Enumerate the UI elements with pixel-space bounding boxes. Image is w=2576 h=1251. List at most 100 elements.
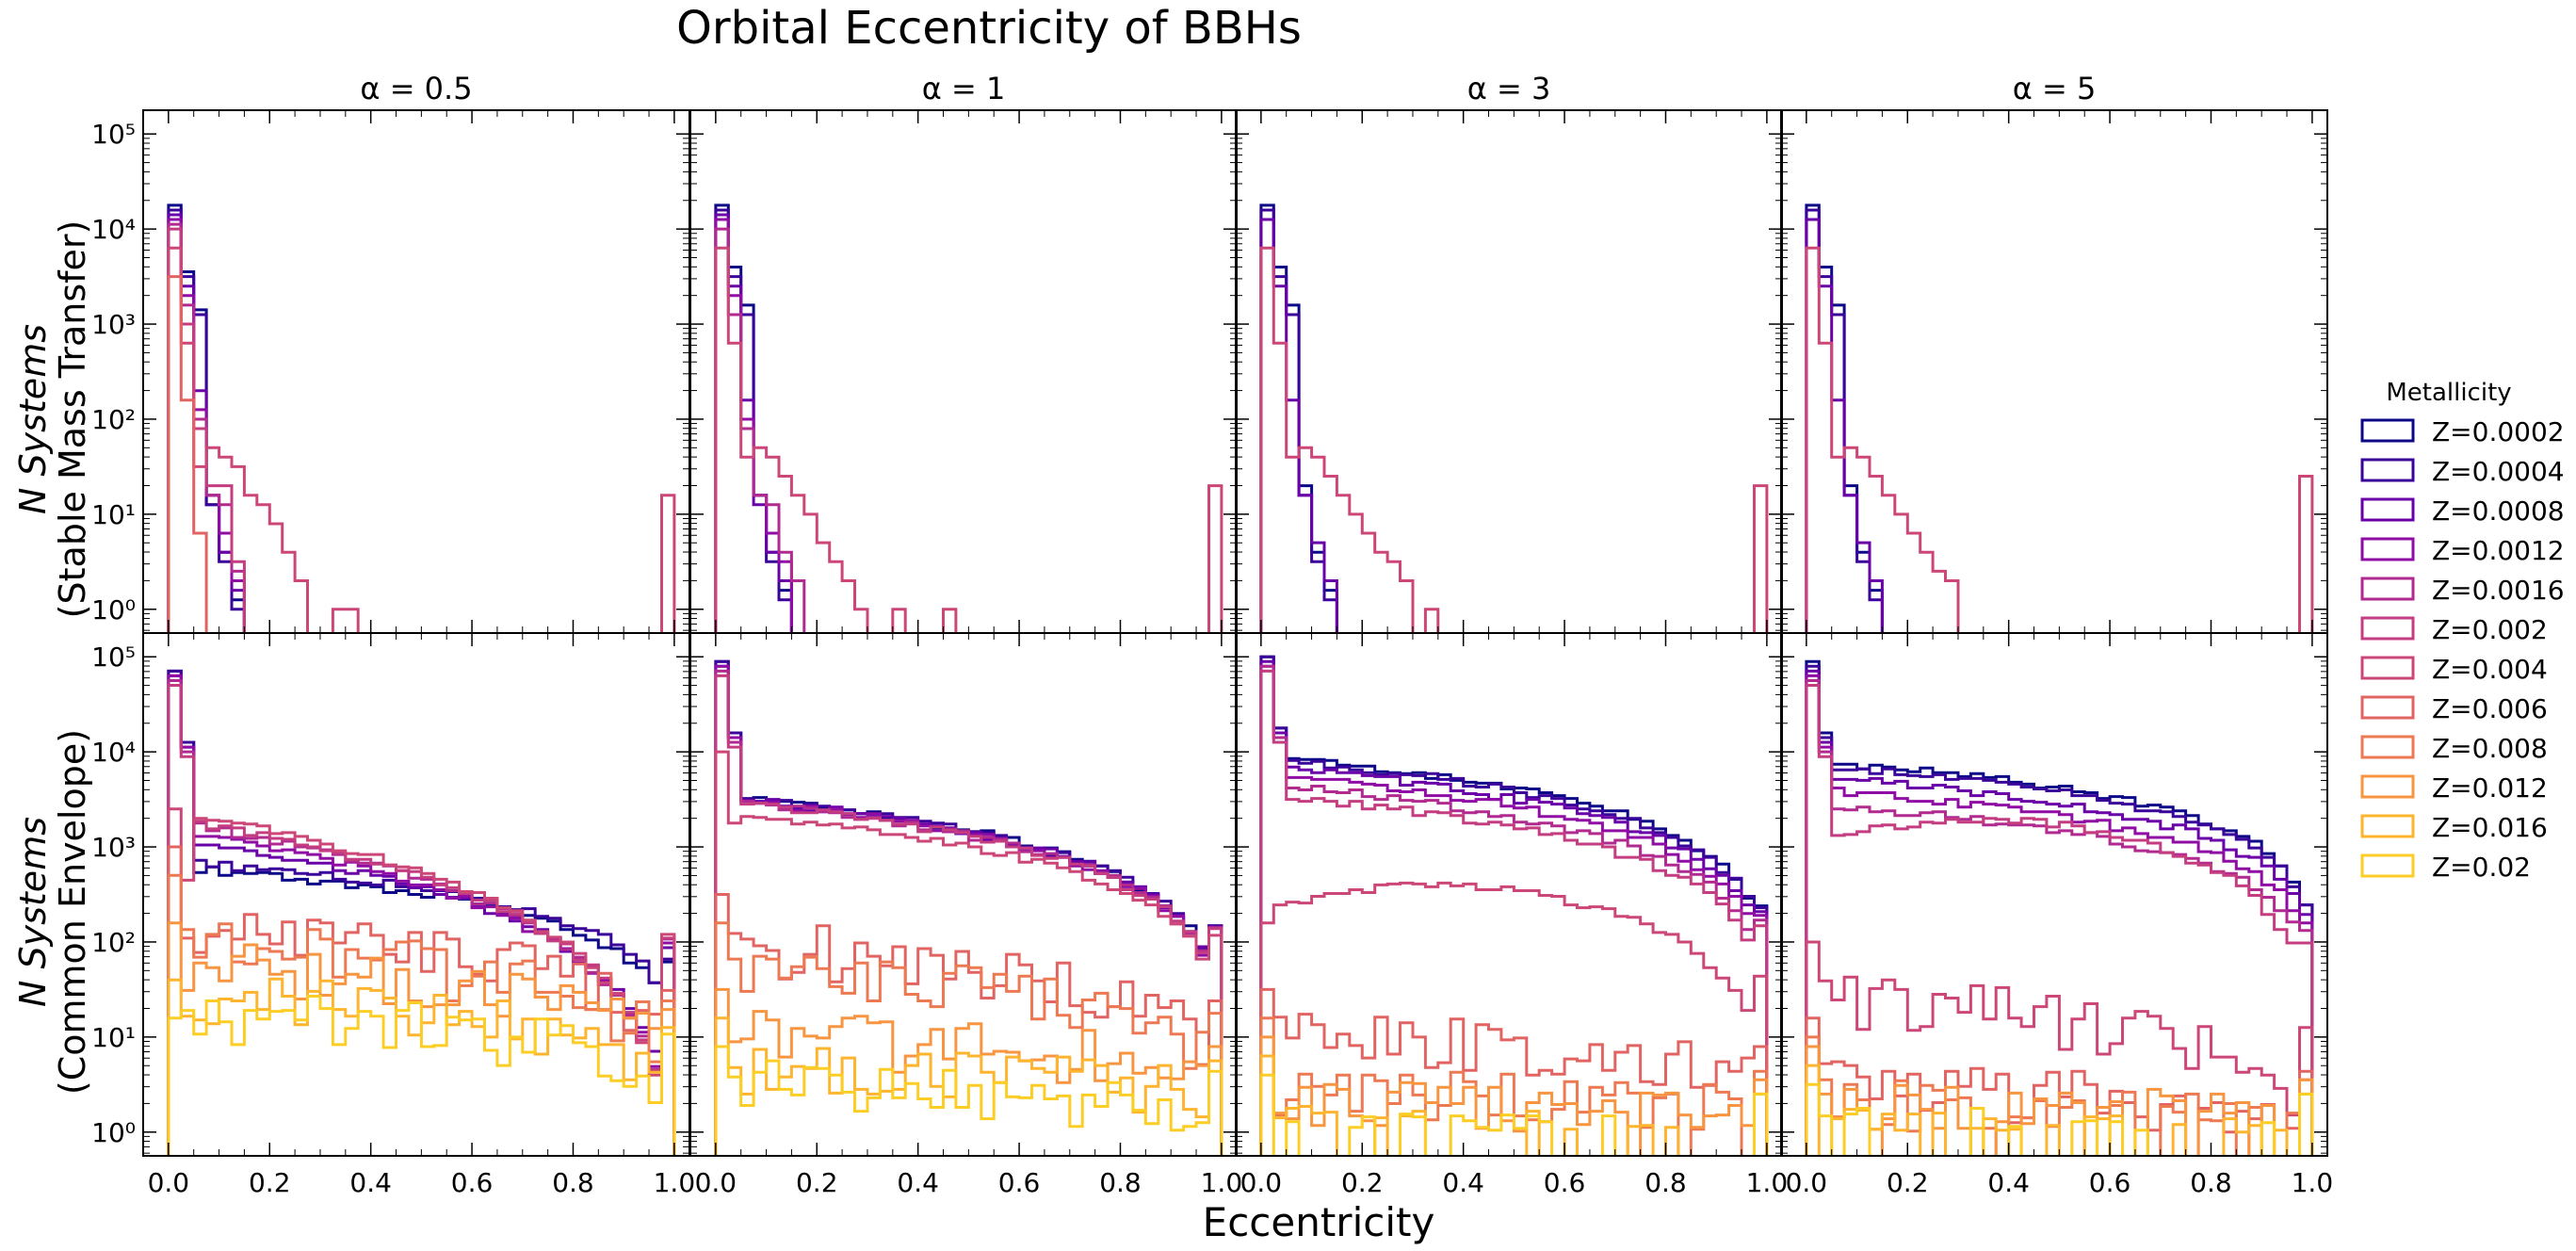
xtick-label: 0.6: [1544, 1167, 1586, 1198]
legend-entry: Z=0.02: [2360, 852, 2531, 883]
legend-entry: Z=0.016: [2360, 812, 2548, 843]
ytick-label: 10³: [91, 309, 136, 340]
legend-swatch: [2360, 814, 2415, 838]
xtick-label: 0.4: [1442, 1167, 1484, 1198]
series-Z-0_002: [167, 227, 246, 633]
series-Z-0_006: [1259, 987, 1769, 1156]
series-Z-0_0016: [1259, 664, 1769, 1156]
legend-swatch: [2360, 497, 2415, 522]
series-Z-0_0008: [714, 213, 793, 633]
xtick-label: 0.6: [2089, 1167, 2131, 1198]
legend-entry: Z=0.0004: [2360, 456, 2565, 487]
series-Z-0_004: [1805, 940, 2314, 1156]
xtick-label: 0.8: [552, 1167, 594, 1198]
column-title: α = 0.5: [360, 71, 472, 106]
legend-swatch: [2360, 458, 2415, 482]
xtick-label: 0.0: [695, 1167, 737, 1198]
legend-swatch: [2360, 774, 2415, 799]
panel-series: [1259, 203, 1769, 633]
row-label-bottom: N Systems (Common Envelope): [12, 729, 93, 1095]
series-Z-0_0008: [1805, 669, 2314, 1156]
legend-label: Z=0.012: [2432, 772, 2548, 804]
row-label-top-line1: N Systems: [12, 324, 54, 514]
legend-swatch: [2360, 616, 2415, 641]
series-Z-0_0004: [1805, 664, 2314, 1156]
xtick-label: 0.6: [998, 1167, 1041, 1198]
series-Z-0_004: [1259, 246, 1769, 633]
series-Z-0_006: [1805, 1016, 2314, 1156]
series-Z-0_016: [1805, 1064, 2314, 1156]
ytick-label: 10²: [91, 404, 136, 435]
legend-label: Z=0.004: [2432, 654, 2548, 685]
panel-series: [714, 659, 1223, 1156]
panel-series: [1805, 203, 2314, 633]
panel-series: [1259, 655, 1769, 1156]
legend-swatch: [2360, 735, 2415, 759]
series-Z-0_0004: [1259, 655, 1769, 1156]
series-Z-0_008: [714, 921, 1223, 1156]
series-Z-0_02: [167, 995, 676, 1156]
column-title: α = 3: [1467, 71, 1551, 106]
row-label-bottom-line2: (Common Envelope): [52, 729, 93, 1095]
legend-entry: Z=0.004: [2360, 654, 2548, 685]
legend-entry: Z=0.012: [2360, 772, 2548, 804]
series-Z-0_0016: [714, 227, 806, 633]
legend-swatch: [2360, 577, 2415, 601]
series-Z-0_004: [714, 750, 1223, 1156]
xtick-label: 1.0: [654, 1167, 696, 1198]
xtick-label: 0.0: [1786, 1167, 1828, 1198]
ytick-label: 10²: [91, 927, 136, 958]
xtick-label: 0.4: [1987, 1167, 2030, 1198]
legend-entry: Z=0.0002: [2360, 416, 2565, 447]
column-title: α = 5: [2013, 71, 2097, 106]
xtick-label: 0.0: [1240, 1167, 1283, 1198]
series-Z-0_004: [714, 246, 1223, 633]
xtick-label: 0.4: [897, 1167, 939, 1198]
series-Z-0_0012: [1805, 674, 2314, 1156]
panel-r1-c3: 0.0 0.2 0.4 0.6 0.8 1.0: [1780, 632, 2334, 1198]
series-Z-0_0002: [1259, 203, 1338, 633]
xtick-label: 0.2: [1887, 1167, 1929, 1198]
legend-items: Z=0.0002 Z=0.0004 Z=0.0008 Z=0.0012 Z=0.0016…: [2360, 416, 2565, 883]
xtick-label: 0.2: [249, 1167, 291, 1198]
legend-entry: Z=0.006: [2360, 693, 2548, 724]
legend-swatch: [2360, 418, 2415, 443]
legend-swatch: [2360, 656, 2415, 680]
series-Z-0_002: [1805, 684, 2314, 1156]
column-title: α = 1: [922, 71, 1006, 106]
legend-label: Z=0.016: [2432, 812, 2548, 843]
x-axis-label: Eccentricity: [1203, 1199, 1435, 1245]
ytick-label: 10⁵: [91, 642, 136, 673]
panel-frame: [1780, 632, 2328, 1157]
panel-r0-c0: 10⁰ 10¹ 10² 10³ 10⁴ 10⁵ α = 0.5: [91, 71, 690, 634]
legend-swatch: [2360, 695, 2415, 720]
xtick-label: 1.0: [2292, 1167, 2334, 1198]
series-Z-0_002: [714, 674, 1223, 1156]
series-Z-0_0004: [167, 208, 246, 633]
xtick-label: 0.2: [796, 1167, 838, 1198]
series-Z-0_0012: [1259, 664, 1769, 1156]
panel-r1-c0: 10⁰ 10¹ 10² 10³ 10⁴ 10⁵ 0.0 0.2 0.4 0.6 0.8 1.0: [91, 632, 696, 1198]
series-Z-0_02: [714, 1045, 1223, 1156]
figure-title: Orbital Eccentricity of BBHs: [676, 2, 1302, 55]
legend-swatch: [2360, 853, 2415, 878]
xtick-label: 0.8: [2190, 1167, 2232, 1198]
series-Z-0_0016: [1805, 679, 2314, 1156]
ytick-label: 10⁰: [91, 594, 136, 626]
xtick-label: 0.8: [1644, 1167, 1687, 1198]
legend-label: Z=0.002: [2432, 614, 2548, 645]
series-Z-0_004: [167, 807, 676, 1156]
row-label-top: N Systems (Stable Mass Transfer): [12, 220, 93, 619]
legend: Metallicity Z=0.0002Z=0.0004Z=0.0008Z=0.…: [2360, 379, 2565, 883]
series-Z-0_004: [1805, 246, 2314, 633]
ytick-label: 10⁵: [91, 119, 136, 150]
legend-entry: Z=0.008: [2360, 733, 2548, 764]
series-Z-0_0008: [1259, 659, 1769, 1156]
xtick-label: 0.6: [451, 1167, 494, 1198]
series-Z-0_008: [167, 873, 676, 1156]
xtick-label: 0.2: [1341, 1167, 1384, 1198]
panel-series: [167, 203, 676, 633]
series-Z-0_0008: [1259, 218, 1338, 633]
ytick-label: 10⁴: [91, 737, 136, 768]
